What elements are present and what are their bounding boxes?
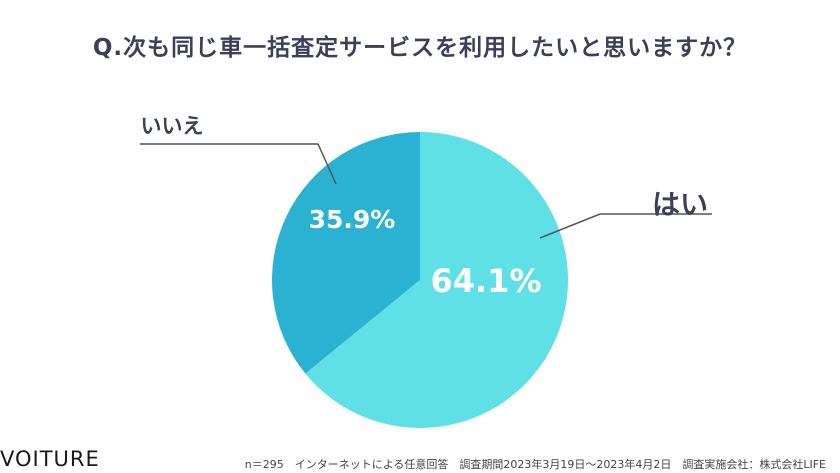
pie-slice-no (271, 132, 420, 374)
chart-title: Q.次も同じ車一括査定サービスを利用したいと思いますか？ (92, 35, 748, 61)
category-label-no: いいえ (141, 114, 204, 138)
value-label-yes: 64.1% (430, 262, 541, 300)
leader-line-yes (539, 213, 712, 239)
pie-slice-yes (305, 132, 568, 428)
leader-line-no (140, 143, 337, 185)
survey-footnote: n＝295 インターネットによる任意回答 調査期間2023年3月19日〜2023… (244, 458, 826, 471)
category-label-yes: はい (652, 188, 708, 221)
brand-logo: VOITURE (0, 447, 100, 471)
value-label-no: 35.9% (309, 205, 396, 234)
